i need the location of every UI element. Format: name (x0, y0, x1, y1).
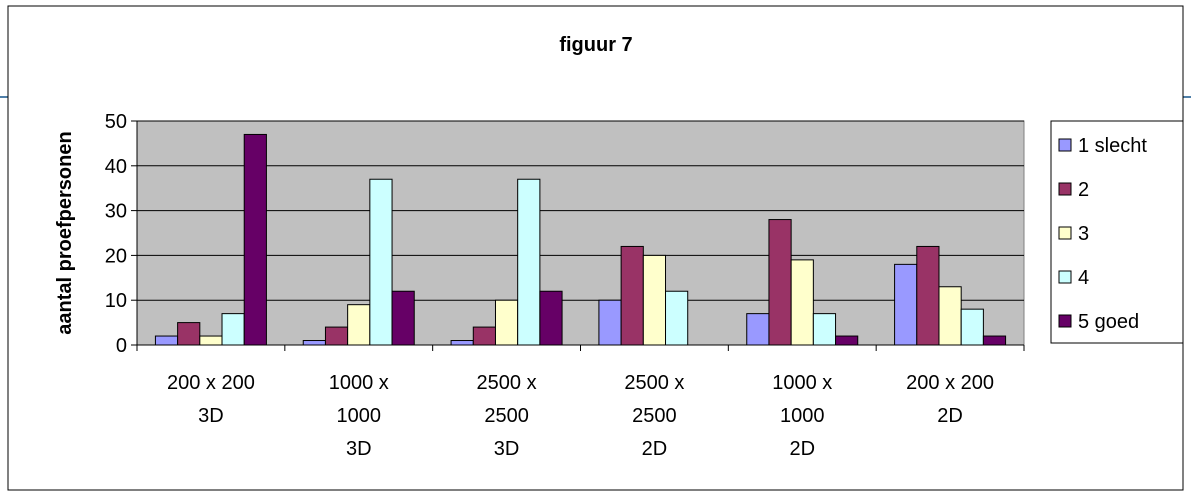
y-tick-label: 10 (105, 290, 127, 312)
x-tick-label: 1000 (337, 405, 382, 427)
legend-swatch (1058, 270, 1072, 284)
x-tick-label: 2D (937, 405, 963, 427)
x-tick-label: 3D (494, 438, 520, 460)
bar (812, 313, 837, 346)
bar (177, 322, 201, 346)
legend-label: 2 (1078, 179, 1089, 201)
bar (916, 245, 940, 346)
bar (665, 290, 689, 346)
bar (494, 299, 519, 346)
x-tick-label: 2D (642, 438, 668, 460)
x-tick-label: 1000 x (772, 372, 832, 394)
x-tick-label: 2500 x (477, 372, 537, 394)
x-tick-label: 1000 x (329, 372, 389, 394)
legend-swatch (1058, 138, 1072, 152)
x-tick-label: 2D (789, 438, 815, 460)
legend-swatch (1058, 226, 1072, 240)
bar (199, 335, 223, 346)
legend-label: 4 (1078, 267, 1089, 289)
plot-background (136, 120, 1025, 346)
bar (960, 308, 984, 346)
legend-swatch (1058, 314, 1072, 328)
legend-label: 1 slecht (1078, 135, 1147, 157)
bar (539, 290, 563, 346)
bar (642, 254, 667, 346)
bar (517, 178, 541, 346)
bar (938, 286, 962, 346)
bar (324, 326, 349, 346)
bar (243, 133, 267, 346)
bar (620, 245, 644, 346)
bar (835, 335, 859, 346)
x-tick-label: 200 x 200 (906, 372, 994, 394)
bar (347, 304, 371, 346)
y-tick-label: 0 (116, 335, 127, 357)
bar (154, 335, 179, 346)
legend-label: 3 (1078, 223, 1089, 245)
bar (450, 340, 474, 346)
x-tick-label: 200 x 200 (167, 372, 255, 394)
y-axis-label: aantal proefpersonen (54, 131, 76, 334)
bar (790, 259, 814, 346)
bar (472, 326, 496, 346)
y-tick-label: 20 (105, 245, 127, 267)
y-tick-label: 30 (105, 201, 127, 223)
x-tick-label: 3D (346, 438, 372, 460)
bar (982, 335, 1007, 346)
bar (391, 290, 415, 346)
x-tick-label: 1000 (780, 405, 825, 427)
legend: 1 slecht 2 3 4 5 goed (1050, 120, 1184, 344)
y-tick-label: 50 (105, 111, 127, 133)
legend-label: 5 goed (1078, 311, 1139, 333)
legend-box (1050, 120, 1184, 344)
x-tick-label: 2500 (632, 405, 677, 427)
x-tick-label: 2500 (484, 405, 529, 427)
chart-title: figuur 7 (559, 34, 632, 56)
bar (894, 263, 918, 346)
bar (746, 313, 770, 346)
bar (369, 178, 393, 346)
bar (302, 340, 326, 346)
y-tick-label: 40 (105, 156, 127, 178)
bar (768, 219, 792, 346)
bar (598, 299, 622, 346)
x-tick-label: 2500 x (624, 372, 684, 394)
plot-area: 0 10 20 30 40 50 200 x 200 3D 1000 x 1000 3D 2500 x… (105, 111, 1025, 460)
bar (221, 313, 245, 346)
legend-swatch (1058, 182, 1072, 196)
x-tick-label: 3D (198, 405, 224, 427)
